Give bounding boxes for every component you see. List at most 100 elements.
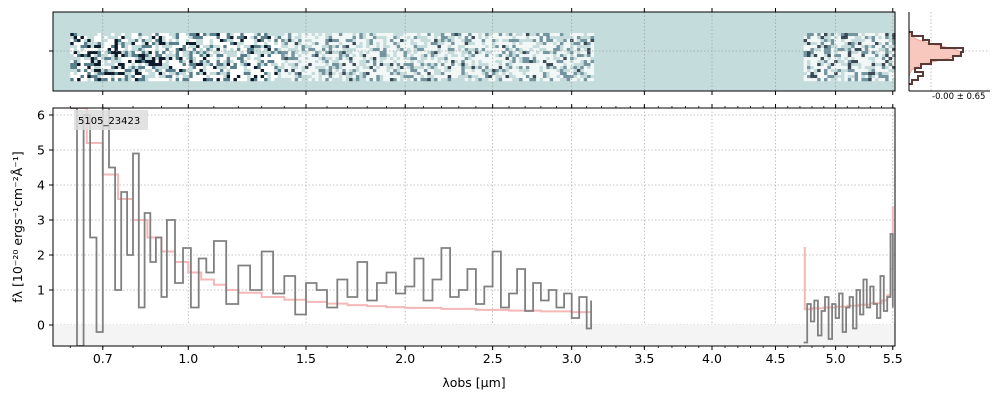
spectrum-2d-cell <box>145 78 149 82</box>
spectrum-2d-cell <box>349 72 353 76</box>
spectrum-2d-cell <box>267 33 272 37</box>
spectrum-2d-cell <box>236 39 241 43</box>
spectrum-2d-cell <box>73 66 78 70</box>
spectrum-2d-cell <box>117 57 122 61</box>
spectrum-2d-cell <box>111 78 115 82</box>
spectrum-2d-cell <box>111 60 115 64</box>
spectrum-2d-cell <box>294 48 299 52</box>
spectrum-2d-cell <box>488 69 493 73</box>
spectrum-2d-cell <box>219 54 224 58</box>
spectrum-2d-cell <box>427 69 431 73</box>
spectrum-2d-cell <box>546 36 550 40</box>
spectrum-2d-cell <box>444 63 448 67</box>
spectrum-2d-cell <box>868 54 872 58</box>
spectrum-2d-cell <box>253 33 258 37</box>
spectrum-2d-cell <box>315 66 319 70</box>
spectrum-2d-cell <box>100 33 105 37</box>
spectrum-2d-cell <box>461 36 465 40</box>
spectrum-2d-cell <box>824 39 828 43</box>
spectrum-2d-cell <box>813 69 818 73</box>
spectrum-2d-cell <box>247 75 251 79</box>
spectrum-2d-cell <box>233 51 238 55</box>
spectrum-2d-cell <box>871 75 876 79</box>
spectrum-2d-cell <box>417 33 421 37</box>
spectrum-2d-cell <box>267 66 272 70</box>
spectrum-2d-cell <box>131 72 136 76</box>
spectrum-2d-cell <box>471 36 476 40</box>
spectrum-2d-cell <box>559 42 564 46</box>
spectrum-2d-cell <box>209 54 214 58</box>
spectrum-2d-cell <box>243 54 248 58</box>
spectrum-2d-cell <box>841 42 845 46</box>
spectrum-2d-cell <box>202 45 207 49</box>
spectrum-2d-cell <box>810 39 814 43</box>
spectrum-2d-cell <box>563 57 567 61</box>
spectrum-2d-cell <box>247 69 251 73</box>
spectrum-2d-cell <box>352 45 357 49</box>
spectrum-2d-cell <box>355 33 360 37</box>
spectrum-2d-cell <box>260 45 265 49</box>
spectrum-2d-cell <box>447 48 452 52</box>
spectrum-2d-cell <box>155 57 159 61</box>
spectrum-2d-cell <box>80 75 85 79</box>
spectrum-2d-cell <box>478 72 482 76</box>
spectrum-2d-cell <box>192 66 197 70</box>
spectrum-2d-cell <box>515 72 520 76</box>
spectrum-2d-cell <box>386 39 391 43</box>
spectrum-2d-cell <box>389 42 394 46</box>
spectrum-2d-cell <box>423 75 428 79</box>
spectrum-2d-cell <box>423 66 428 70</box>
spectrum-2d-cell <box>362 72 367 76</box>
spectrum-2d-cell <box>236 36 241 40</box>
spectrum-2d-cell <box>148 63 153 67</box>
spectrum-2d-cell <box>587 72 591 76</box>
spectrum-2d-cell <box>240 78 244 82</box>
spectrum-2d-cell <box>281 63 285 67</box>
spectrum-2d-cell <box>451 42 455 46</box>
spectrum-2d-cell <box>206 48 210 52</box>
spectrum-2d-cell <box>519 45 523 49</box>
spectrum-2d-cell <box>114 36 119 40</box>
spectrum-2d-cell <box>525 75 530 79</box>
spectrum-2d-cell <box>410 57 414 61</box>
spectrum-2d-cell <box>189 48 193 52</box>
spectrum-2d-cell <box>875 54 879 58</box>
spectrum-2d-cell <box>457 39 462 43</box>
spectrum-2d-cell <box>359 45 363 49</box>
spectrum-2d-cell <box>807 78 811 82</box>
spectrum-2d-cell <box>454 78 459 82</box>
spectrum-2d-cell <box>162 69 166 73</box>
spectrum-2d-cell <box>854 33 859 37</box>
spectrum-2d-cell <box>464 72 469 76</box>
spectrum-2d-cell <box>315 57 319 61</box>
spectrum-2d-cell <box>226 72 231 76</box>
spectrum-2d-cell <box>155 39 159 43</box>
spectrum-2d-cell <box>471 75 476 79</box>
spectrum-2d-cell <box>881 54 886 58</box>
spectrum-2d-cell <box>485 69 489 73</box>
spectrum-2d-cell <box>549 33 554 37</box>
spectrum-2d-cell <box>570 69 574 73</box>
spectrum-2d-cell <box>498 45 503 49</box>
spectrum-2d-cell <box>311 72 316 76</box>
spectrum-2d-cell <box>342 54 346 58</box>
spectrum-2d-cell <box>864 66 869 70</box>
spectrum-2d-cell <box>532 78 537 82</box>
spectrum-2d-cell <box>400 45 404 49</box>
spectrum-2d-cell <box>413 75 418 79</box>
spectrum-2d-cell <box>406 78 411 82</box>
spectrum-2d-cell <box>151 63 156 67</box>
spectrum-2d-cell <box>512 48 516 52</box>
spectrum-2d-cell <box>124 42 129 46</box>
spectrum-2d-cell <box>253 69 258 73</box>
spectrum-2d-cell <box>83 39 88 43</box>
spectrum-2d-cell <box>315 45 319 49</box>
spectrum-2d-cell <box>417 39 421 43</box>
spectrum-2d-cell <box>366 42 370 46</box>
spectrum-2d-cell <box>179 48 183 52</box>
spectrum-2d-cell <box>559 78 564 82</box>
spectrum-2d-cell <box>420 75 425 79</box>
y-tick-label: 2 <box>37 248 45 263</box>
spectrum-2d-cell <box>417 51 421 55</box>
spectrum-2d-cell <box>196 54 200 58</box>
